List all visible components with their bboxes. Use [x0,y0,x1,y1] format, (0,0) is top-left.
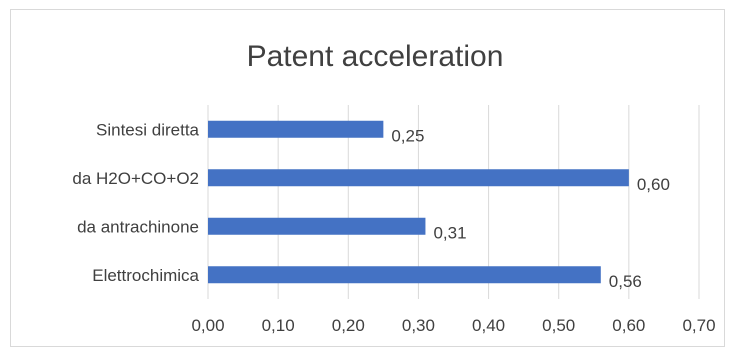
bars [208,120,629,284]
data-label: 0,25 [391,126,424,145]
x-tick-label: 0,50 [542,316,575,335]
category-label: da antrachinone [77,217,199,236]
x-tick-label: 0,60 [612,316,645,335]
bar [208,120,384,138]
data-label: 0,60 [637,175,670,194]
x-tick-label: 0,40 [472,316,505,335]
labels: 0,00 0,10 0,20 0,30 0,40 0,50 0,60 0,70 Sintesi … [72,120,715,335]
category-label: da H2O+CO+O2 [72,169,199,188]
x-tick-label: 0,70 [682,316,715,335]
bar-chart: Patent acceleration 0,00 0,10 0,20 0,30 0,40… [72,40,715,335]
x-tick-label: 0,10 [262,316,295,335]
data-label: 0,56 [609,272,642,291]
bar [208,169,629,187]
x-tick-label: 0,20 [332,316,365,335]
x-tick-label: 0,30 [402,316,435,335]
bar [208,266,601,284]
chart-title: Patent acceleration [247,40,504,73]
category-label: Elettrochimica [92,266,199,285]
bar [208,217,426,235]
data-label: 0,31 [433,223,466,242]
category-label: Sintesi diretta [96,120,200,139]
x-tick-label: 0,00 [191,316,224,335]
chart-frame: Patent acceleration 0,00 0,10 0,20 0,30 0,40… [10,9,725,347]
